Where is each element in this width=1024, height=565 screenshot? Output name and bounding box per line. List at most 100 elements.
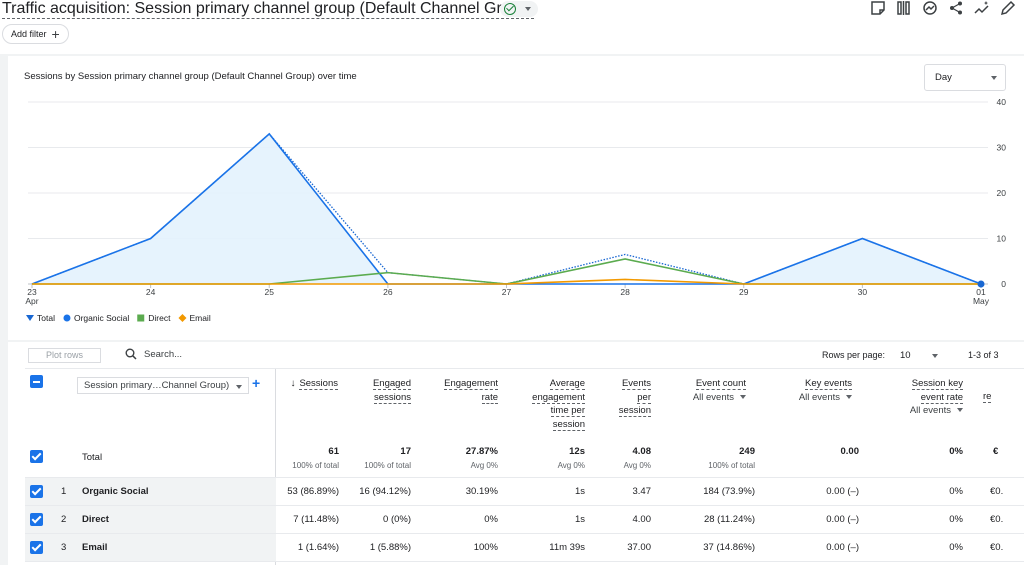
col-session-key-event-rate[interactable]: Session key event rate All events [909,378,963,416]
total-time: 12s [569,446,585,457]
row-events: 28 (11.24%) [703,514,755,525]
y-tick-label: 0 [1001,279,1006,289]
total-row-checkbox[interactable] [30,450,43,463]
add-dimension-icon[interactable]: + [252,375,261,391]
col-sessions[interactable]: ↓ Sessions [290,378,338,390]
search-icon [125,348,137,360]
row-events: 184 (73.9%) [703,486,755,497]
row-time: 1s [574,486,585,497]
dropdown-arrow-icon[interactable] [846,394,852,399]
x-tick-label: 26 [383,287,393,297]
column-divider [275,369,276,565]
dropdown-arrow-icon[interactable] [957,408,963,413]
filter-bar: Add filter + [0,22,1024,54]
row-time: 11m 39s [549,542,585,553]
customize-report-icon[interactable] [870,0,886,16]
row-channel-name[interactable]: Organic Social [82,486,149,497]
dropdown-arrow-icon [236,385,242,389]
row-time: 1s [574,514,585,525]
row-index: 2 [61,514,67,525]
row-rate: 0% [484,514,498,525]
row-channel-name[interactable]: Direct [82,514,109,525]
dropdown-arrow-icon[interactable] [740,394,746,399]
total-sessions: 61 [328,446,339,457]
col-engaged-sessions[interactable]: Engaged sessions [372,378,411,404]
row-events: 37 (14.86%) [703,542,755,553]
plot-rows-button[interactable]: Plot rows [28,348,101,363]
x-tick-label: 30 [858,287,868,297]
row-session-key-rate: 0% [949,542,963,553]
dropdown-arrow-icon [991,76,997,80]
row-metrics-area [276,478,1024,505]
total-rate: 27.87% [465,446,498,457]
rows-per-page-caret-icon[interactable] [932,354,938,358]
row-revenue: €0. [990,542,1004,553]
compare-icon[interactable] [896,0,912,16]
legend-total-icon [26,315,34,321]
row-eps: 4.00 [632,514,652,525]
dimension-label: Session primary…Channel Group) [84,380,230,391]
row-session-key-rate: 0% [949,486,963,497]
col-engagement-rate[interactable]: Engagement rate [444,378,498,404]
y-tick-label: 40 [997,97,1007,107]
row-checkbox[interactable] [30,513,43,526]
total-sessions-sub: 100% of total [292,461,339,470]
add-filter-button[interactable]: Add filter + [2,24,69,44]
share-icon[interactable] [948,0,964,16]
row-sessions: 1 (1.64%) [297,542,339,553]
col-key-events[interactable]: Key events All events [798,378,852,403]
search-input[interactable]: Search... [144,349,183,360]
row-rate: 100% [473,542,498,553]
divider [25,533,1024,534]
row-session-key-rate: 0% [949,514,963,525]
row-channel-name[interactable]: Email [82,542,108,553]
col-avg-engagement-time[interactable]: Average engagement time per session [532,378,585,431]
x-tick-label: Apr [25,296,38,306]
row-revenue: €0. [990,514,1004,525]
total-rate-sub: Avg 0% [470,461,498,470]
col-events-per-session[interactable]: Events per session [618,378,651,417]
row-checkbox[interactable] [30,541,43,554]
divider [25,561,1024,562]
rows-per-page-select[interactable]: 10 [900,350,911,361]
total-events-sub: 100% of total [708,461,755,470]
trend-sparkle-icon[interactable] [974,0,990,16]
edit-pencil-icon[interactable] [1000,0,1016,16]
pagination-range: 1-3 of 3 [968,350,999,360]
check-circle-icon [504,3,516,15]
legend-direct[interactable]: Direct [148,313,171,323]
row-sessions: 7 (11.48%) [293,514,339,525]
add-filter-label: Add filter [11,29,47,39]
select-all-checkbox[interactable] [30,375,43,388]
row-eps: 3.47 [632,486,652,497]
y-tick-label: 10 [997,234,1007,244]
chevron-down-icon [525,7,531,11]
report-header: Traffic acquisition: Session primary cha… [0,0,1024,22]
legend-email[interactable]: Email [189,313,210,323]
row-checkbox[interactable] [30,485,43,498]
report-status-dropdown[interactable] [500,1,538,17]
rows-per-page-label: Rows per page: [822,350,886,360]
x-tick-label: May [973,296,990,306]
row-engaged: 0 (0%) [383,514,411,525]
legend-organic-social[interactable]: Organic Social [74,313,129,323]
chart-title: Sessions by Session primary channel grou… [24,71,357,82]
row-index: 1 [61,486,67,497]
total-eps: 4.08 [632,446,652,457]
granularity-select[interactable]: Day [924,64,1006,91]
granularity-value: Day [935,72,952,83]
y-tick-label: 30 [997,143,1007,153]
col-event-count[interactable]: Event count All events [692,378,746,403]
legend-total[interactable]: Total [37,313,55,323]
report-title[interactable]: Traffic acquisition: Session primary cha… [2,0,534,19]
col-revenue[interactable]: re [983,391,992,403]
row-metrics-area [276,506,1024,533]
total-session-key-rate: 0% [949,446,963,457]
dimension-select[interactable]: Session primary…Channel Group) [77,377,249,394]
x-tick-label: 29 [739,287,749,297]
row-index: 3 [61,542,67,553]
insights-icon[interactable] [922,0,938,16]
row-key-events: 0.00 (–) [826,514,859,525]
divider [25,505,1024,506]
total-key-events: 0.00 [840,446,860,457]
